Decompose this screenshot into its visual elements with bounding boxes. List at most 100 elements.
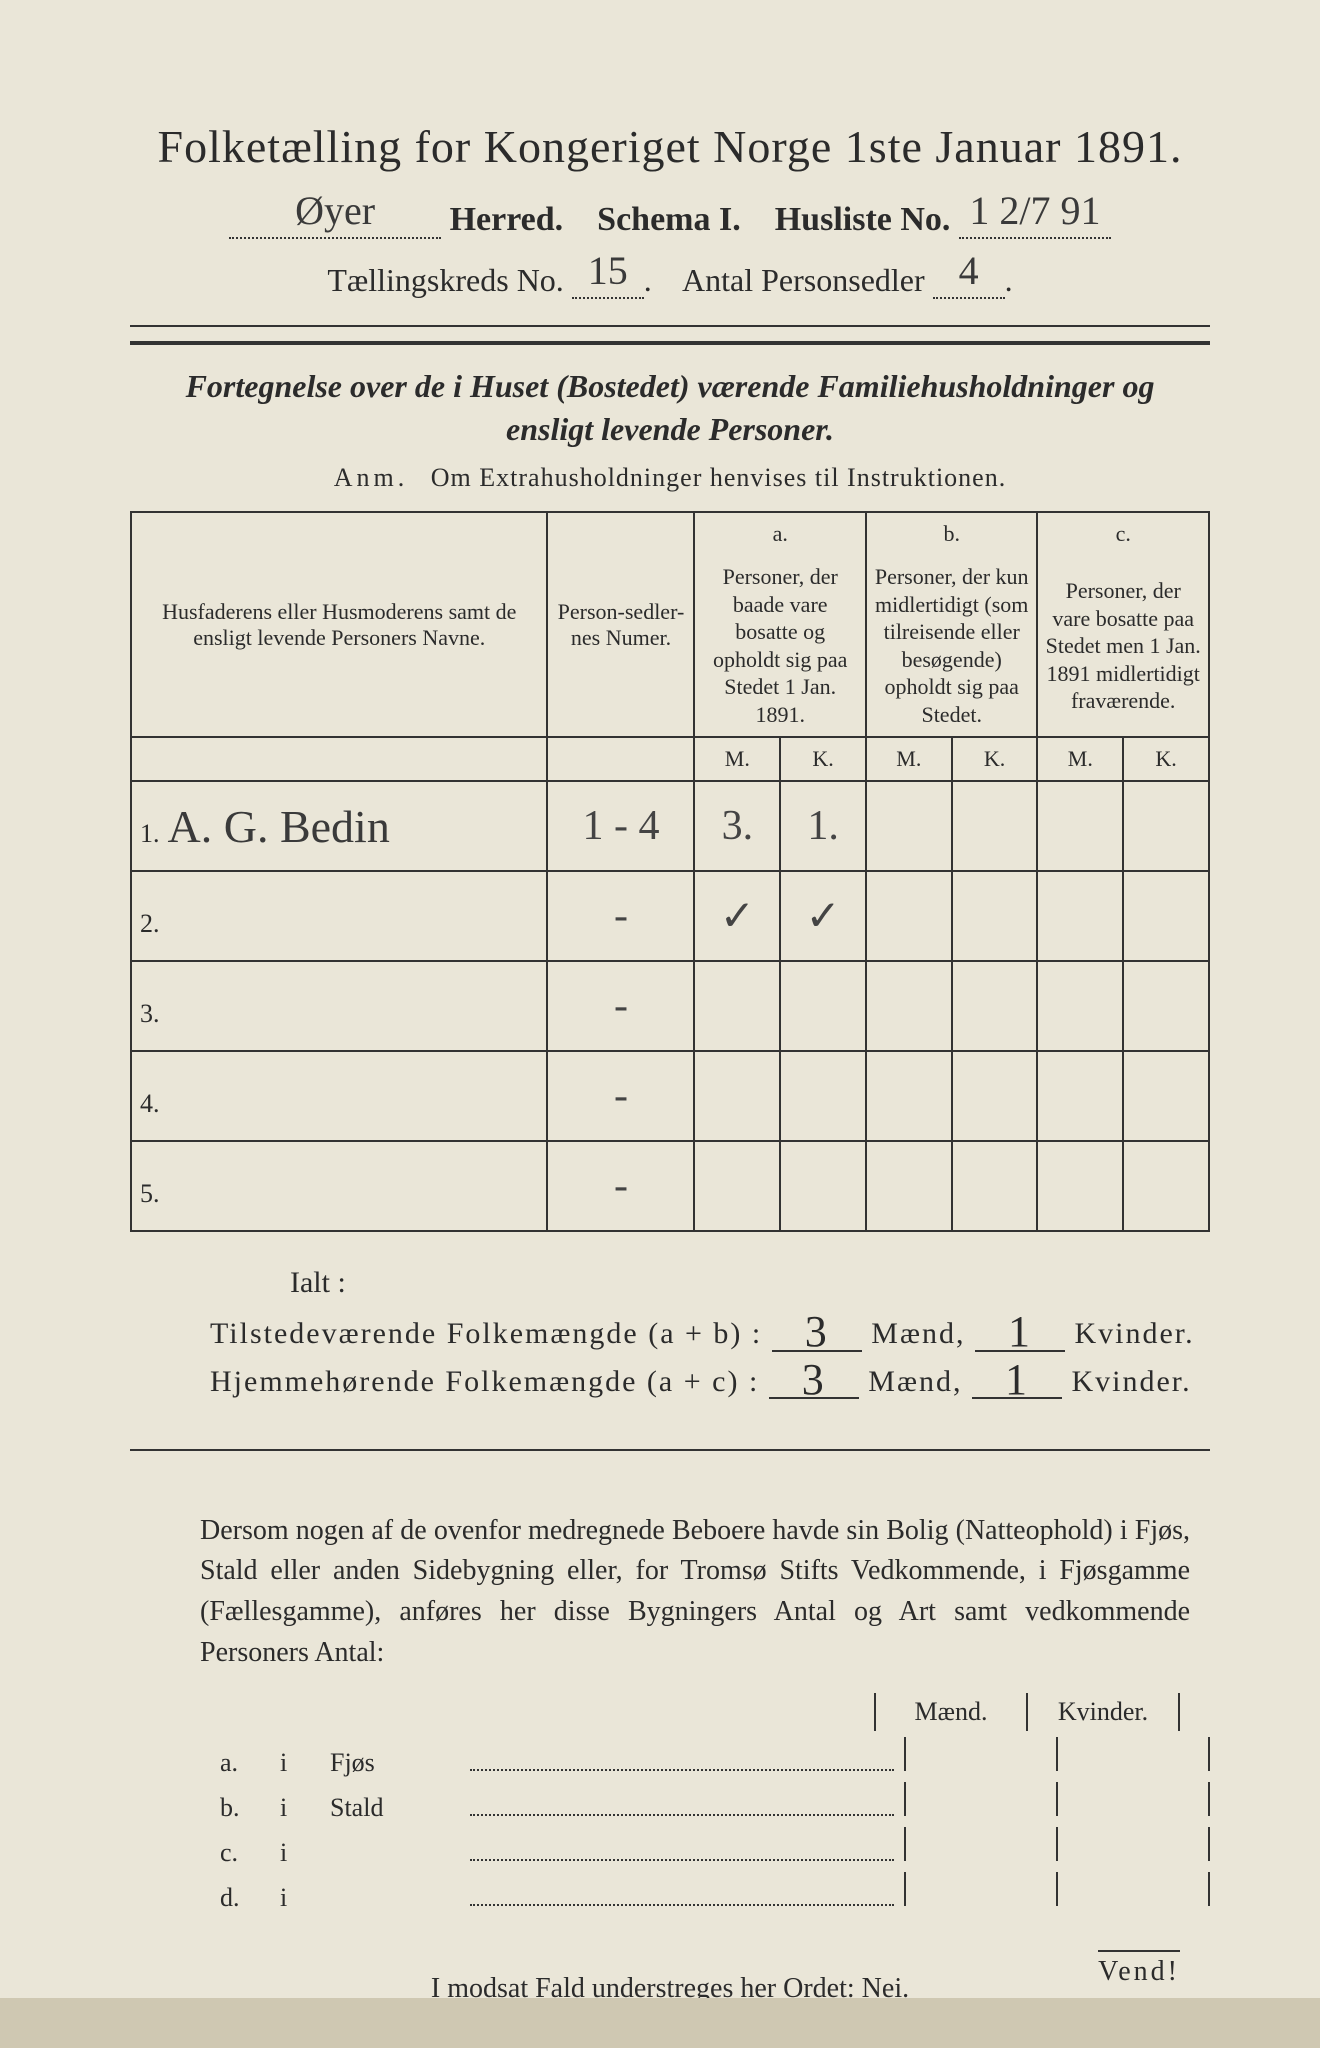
row-bk — [952, 961, 1038, 1051]
col-names-header: Husfaderens eller Husmoderens samt de en… — [131, 512, 547, 737]
blank-names — [131, 737, 547, 781]
table-row: 3.- — [131, 961, 1209, 1051]
sum-ac-m: 3 — [769, 1362, 859, 1399]
kreds-label: Tællingskreds No. — [327, 262, 563, 298]
header-line-3: Tællingskreds No. 15. Antal Personsedler… — [130, 253, 1210, 299]
abcd-i: i — [280, 1838, 330, 1868]
maend-1: Mænd, — [871, 1318, 965, 1351]
anm-text: Om Extrahusholdninger henvises til Instr… — [431, 463, 1006, 492]
row-name-cell: 2. — [131, 871, 547, 961]
schema-label: Schema I. — [597, 201, 741, 238]
herred-value: Øyer — [229, 193, 441, 239]
row-bk — [952, 1141, 1038, 1231]
sum-line-ab: Tilstedeværende Folkemængde (a + b) : 3 … — [210, 1314, 1210, 1351]
row-ak: 1. — [780, 781, 866, 871]
table-row: 1.A. G. Bedin1 - 43.1. — [131, 781, 1209, 871]
row-am: 3. — [694, 781, 780, 871]
row-ak — [780, 961, 866, 1051]
abcd-list: a.iFjøsb.iStaldc.id.i — [220, 1737, 1210, 1913]
row-am: ✓ — [694, 871, 780, 961]
sum-ac-label: Hjemmehørende Folkemængde (a + c) : — [210, 1365, 759, 1398]
herred-label: Herred. — [450, 201, 564, 238]
abcd-dots — [470, 1791, 894, 1816]
a-k: K. — [780, 737, 866, 781]
abcd-cells — [904, 1737, 1210, 1771]
abcd-cells — [904, 1872, 1210, 1906]
kvinder-1: Kvinder. — [1074, 1318, 1194, 1351]
row-ak: ✓ — [780, 871, 866, 961]
col-names-text: Husfaderens eller Husmoderens samt de en… — [162, 599, 516, 650]
row-ck — [1123, 871, 1209, 961]
abcd-cell-k — [1056, 1737, 1210, 1771]
anm-line: Anm. Om Extrahusholdninger henvises til … — [130, 463, 1210, 493]
kvinder-2: Kvinder. — [1071, 1365, 1191, 1398]
antal-label: Antal Personsedler — [682, 262, 925, 298]
table-row: 2.-✓✓ — [131, 871, 1209, 961]
b-k: K. — [952, 737, 1038, 781]
row-bm — [866, 781, 952, 871]
abcd-cell-k — [1056, 1872, 1210, 1906]
ialt-label: Ialt : — [290, 1266, 1210, 1300]
abcd-dots — [470, 1746, 894, 1771]
abcd-name: Fjøs — [330, 1748, 470, 1778]
row-am — [694, 1141, 780, 1231]
abcd-name: Stald — [330, 1793, 470, 1823]
header-line-2: Øyer Herred. Schema I. Husliste No. 1 2/… — [130, 193, 1210, 239]
col-b-label: b. — [866, 512, 1037, 555]
abcd-lbl: c. — [220, 1838, 280, 1868]
c-m: M. — [1037, 737, 1123, 781]
antal-value: 4 — [933, 253, 1005, 299]
col-a-text: Personer, der baade vare bosatte og opho… — [694, 555, 866, 737]
rule-thick — [130, 341, 1210, 345]
row-am — [694, 1051, 780, 1141]
row-bm — [866, 1141, 952, 1231]
abcd-dots — [470, 1836, 894, 1861]
husliste-value: 1 2/7 91 — [959, 193, 1111, 239]
row-cm — [1037, 1141, 1123, 1231]
row-bm — [866, 871, 952, 961]
rule-thin — [130, 325, 1210, 327]
rule-mid — [130, 1449, 1210, 1451]
row-ck — [1123, 1141, 1209, 1231]
a-m: M. — [694, 737, 780, 781]
abcd-lbl: b. — [220, 1793, 280, 1823]
row-bk — [952, 1051, 1038, 1141]
row-ak — [780, 1141, 866, 1231]
page-title: Folketælling for Kongeriget Norge 1ste J… — [130, 120, 1210, 173]
col-b-text: Personer, der kun midlertidigt (som tilr… — [866, 555, 1037, 737]
abcd-i: i — [280, 1793, 330, 1823]
row-ck — [1123, 961, 1209, 1051]
census-form-page: Folketælling for Kongeriget Norge 1ste J… — [0, 0, 1320, 2048]
abcd-i: i — [280, 1748, 330, 1778]
kreds-value: 15 — [572, 253, 644, 299]
row-cm — [1037, 1051, 1123, 1141]
sum-ab-k: 1 — [975, 1314, 1065, 1351]
row-ak — [780, 1051, 866, 1141]
sum-ac-k: 1 — [972, 1362, 1062, 1399]
blank-num — [547, 737, 694, 781]
row-bm — [866, 961, 952, 1051]
abcd-row: d.i — [220, 1872, 1210, 1913]
mk-k: Kvinder. — [1026, 1693, 1180, 1731]
husliste-label: Husliste No. — [775, 201, 951, 238]
abcd-cell-m — [904, 1827, 1056, 1861]
subtitle: Fortegnelse over de i Huset (Bostedet) v… — [170, 365, 1170, 451]
row-cm — [1037, 871, 1123, 961]
abcd-cell-k — [1056, 1782, 1210, 1816]
row-bk — [952, 871, 1038, 961]
abcd-cells — [904, 1782, 1210, 1816]
abcd-cells — [904, 1827, 1210, 1861]
col-num-header: Person-sedler-nes Numer. — [547, 512, 694, 737]
abcd-cell-k — [1056, 1827, 1210, 1861]
row-num-cell: - — [547, 961, 694, 1051]
b-m: M. — [866, 737, 952, 781]
row-cm — [1037, 961, 1123, 1051]
abcd-lbl: a. — [220, 1748, 280, 1778]
row-cm — [1037, 781, 1123, 871]
abcd-lbl: d. — [220, 1883, 280, 1913]
mk-header: Mænd. Kvinder. — [130, 1693, 1180, 1731]
row-bk — [952, 781, 1038, 871]
row-am — [694, 961, 780, 1051]
row-name-cell: 3. — [131, 961, 547, 1051]
sum-line-ac: Hjemmehørende Folkemængde (a + c) : 3 Mæ… — [210, 1362, 1210, 1399]
